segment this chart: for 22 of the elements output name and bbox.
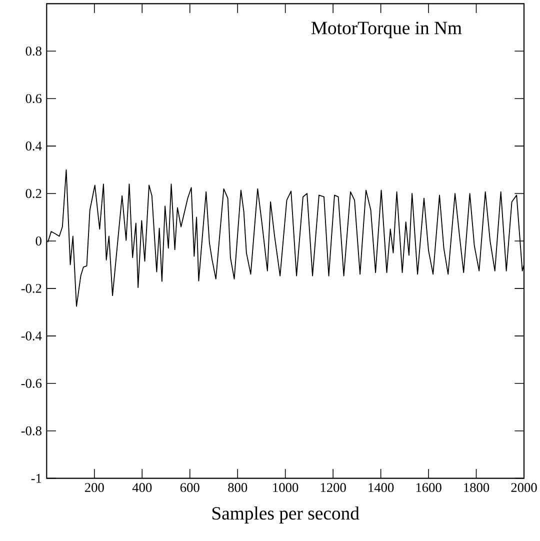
text: MotorTorque in Nm <box>311 22 462 38</box>
y-tick-label: -0.6 <box>21 378 42 388</box>
y-tick-label: 0 <box>36 236 42 246</box>
x-tick-label: 1600 <box>416 483 442 492</box>
x-axis-title: Samples per second <box>212 506 360 524</box>
x-tick-label: 1200 <box>320 483 346 492</box>
x-tick-label: 200 <box>84 483 104 492</box>
x-tick-label: 1400 <box>368 483 394 492</box>
x-tick-label: 1800 <box>464 483 490 492</box>
y-tick-label: -0.2 <box>21 284 42 293</box>
x-tick-label: 600 <box>180 483 200 492</box>
y-tick-label: -1 <box>31 474 42 483</box>
x-tick-label: 800 <box>228 483 248 492</box>
x-tick-label: 400 <box>132 483 152 492</box>
y-tick-label: 0.2 <box>26 189 42 198</box>
y-tick-label: -0.4 <box>21 331 42 340</box>
y-tick-label: -0.8 <box>21 426 42 436</box>
y-tick-label: 0.8 <box>26 46 42 56</box>
x-tick-label: 1000 <box>273 483 298 492</box>
x-tick-label: 2000 <box>511 483 537 492</box>
y-tick-label: 0.4 <box>26 142 42 151</box>
y-tick-label: 0.6 <box>26 94 42 104</box>
